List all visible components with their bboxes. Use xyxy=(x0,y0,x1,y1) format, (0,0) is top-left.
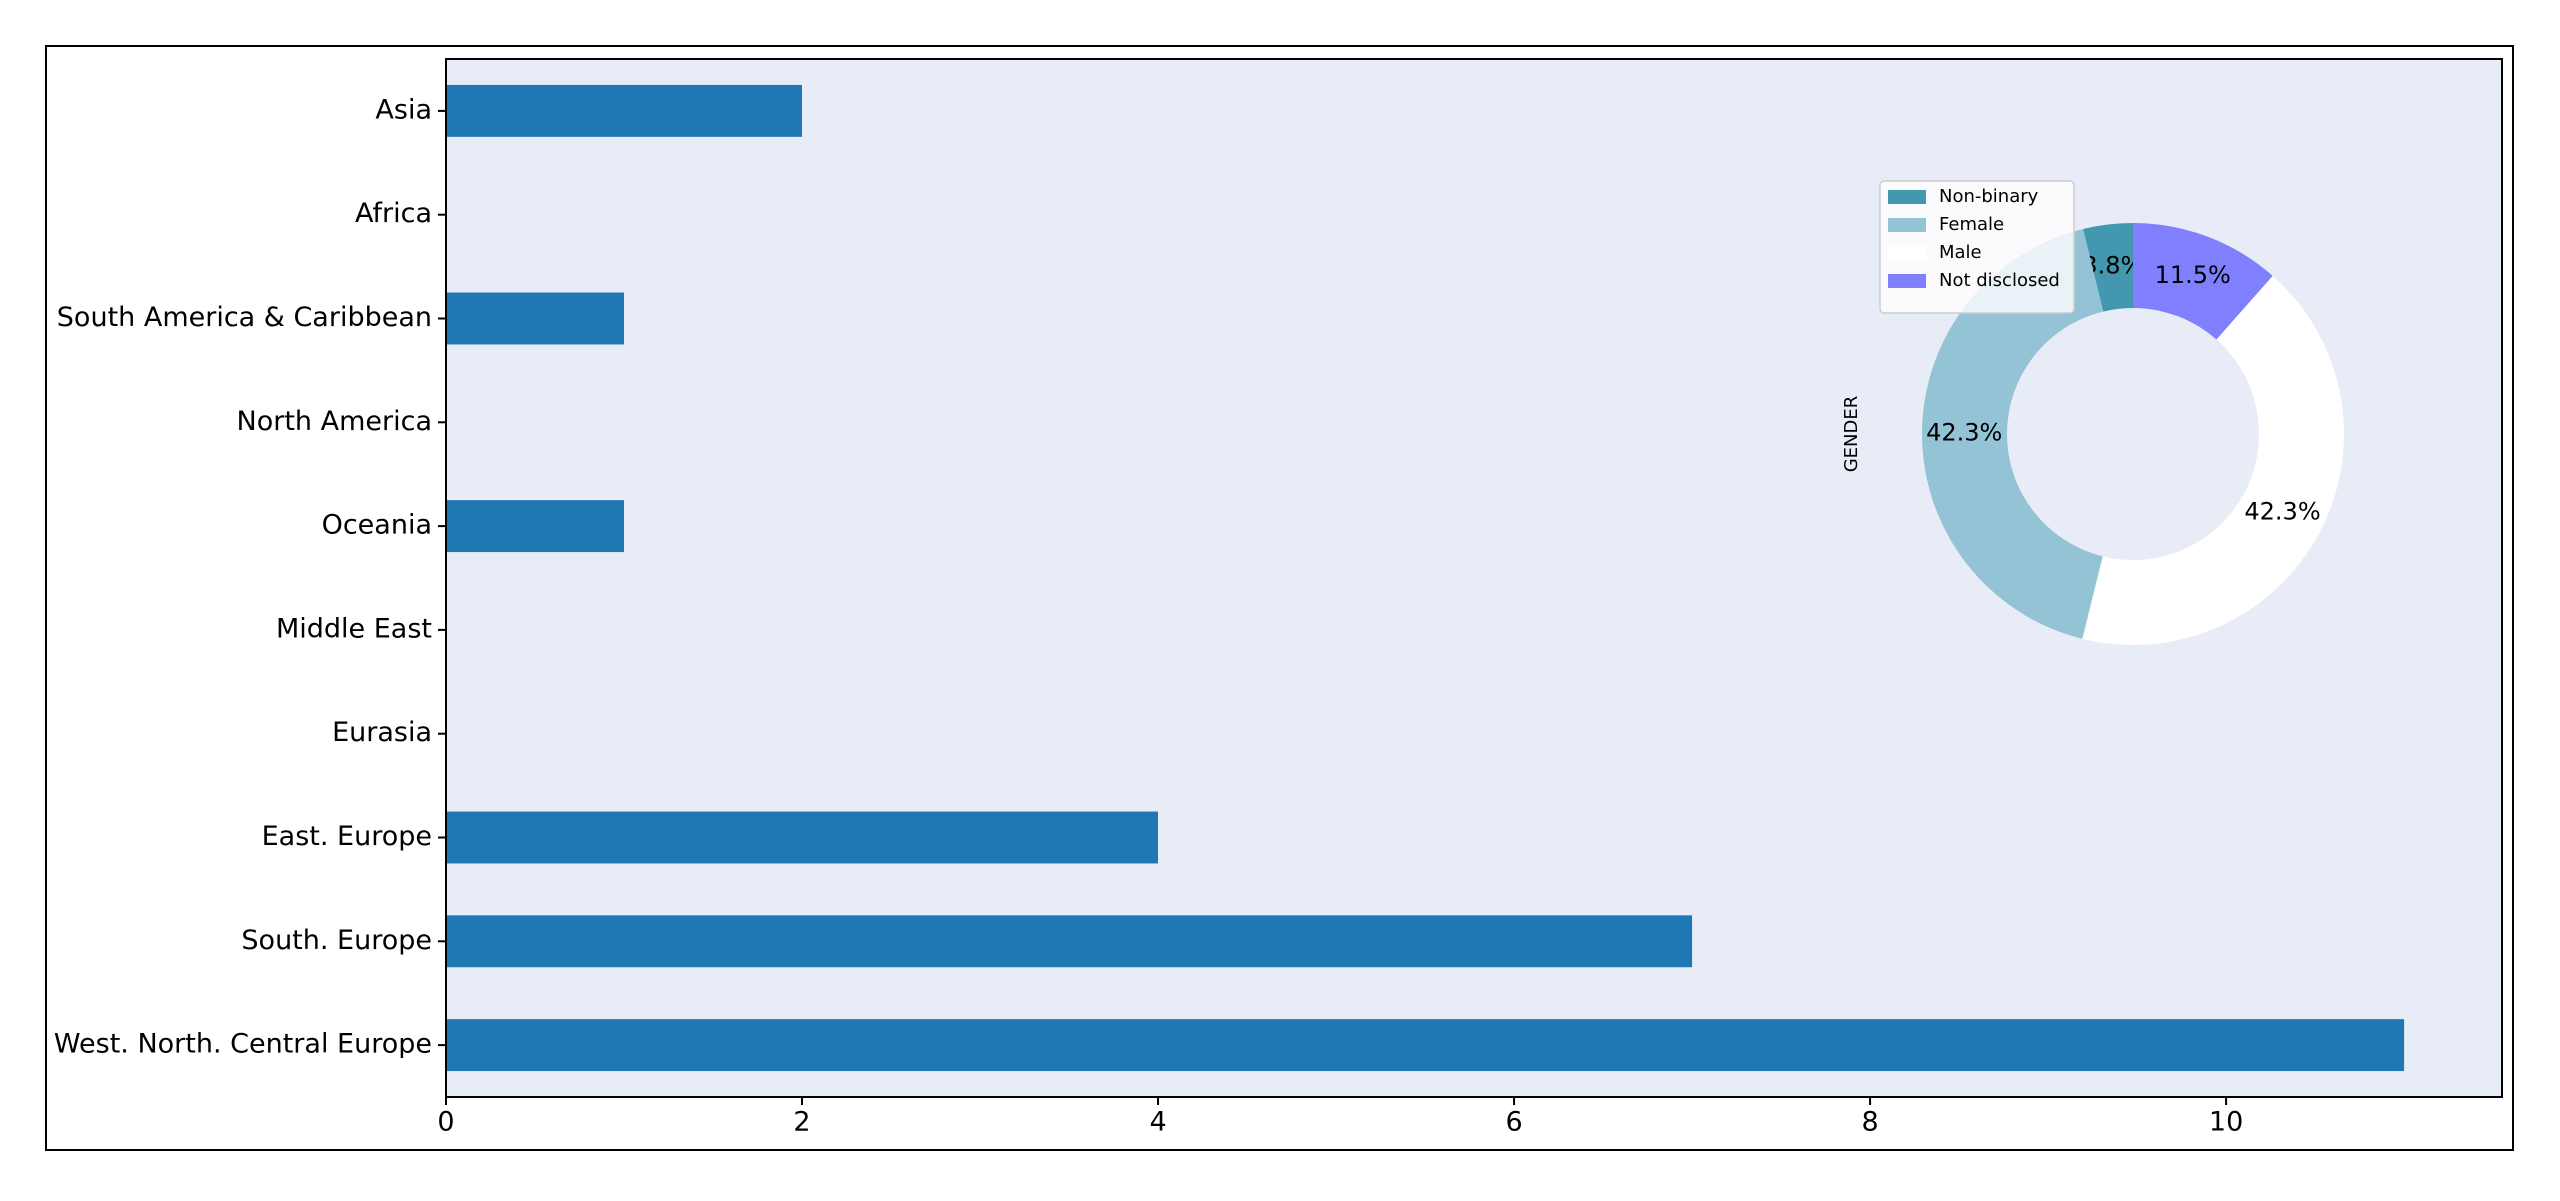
legend-box xyxy=(1879,180,2075,314)
y-tick-label: Africa xyxy=(355,198,432,229)
legend-swatch xyxy=(1888,218,1926,232)
legend-label: Not disclosed xyxy=(1939,270,2060,291)
legend-label: Non-binary xyxy=(1939,186,2039,207)
y-tick-label: South America & Caribbean xyxy=(57,302,432,333)
x-tick-label: 8 xyxy=(1861,1107,1878,1138)
legend-label: Male xyxy=(1939,242,1982,263)
legend-swatch xyxy=(1888,246,1926,260)
bar xyxy=(446,1019,2405,1072)
plot-frame xyxy=(445,58,2503,1098)
y-tick-label: North America xyxy=(237,406,432,437)
y-tick-label: Eurasia xyxy=(332,717,432,748)
bar xyxy=(446,811,1159,864)
pie-wedge xyxy=(2082,275,2344,646)
y-tick-label: Oceania xyxy=(322,510,432,541)
pie-wedge xyxy=(2083,223,2133,312)
x-tick-label: 6 xyxy=(1505,1107,1522,1138)
y-tick-label: Asia xyxy=(375,94,432,125)
y-tick-label: West. North. Central Europe xyxy=(54,1029,432,1060)
y-tick-label: East. Europe xyxy=(262,821,432,852)
x-tick-label: 10 xyxy=(2209,1107,2243,1138)
legend-swatch xyxy=(1888,274,1926,288)
x-tick-label: 4 xyxy=(1149,1107,1166,1138)
bar xyxy=(446,915,1693,968)
y-tick-label: South. Europe xyxy=(241,925,432,956)
legend-swatch xyxy=(1888,190,1926,204)
pie-label: 11.5% xyxy=(2155,261,2231,289)
y-tick-label: Middle East xyxy=(276,613,432,644)
x-tick-label: 0 xyxy=(437,1107,454,1138)
legend-label: Female xyxy=(1939,214,2004,235)
plot-layer: 3.8%42.3%42.3%11.5%GENDERNon-binaryFemal… xyxy=(446,84,2405,1072)
bar xyxy=(446,84,803,137)
bar xyxy=(446,292,625,345)
bar xyxy=(446,500,625,553)
pie-ylabel: GENDER xyxy=(1841,396,1862,473)
x-tick-label: 2 xyxy=(793,1107,810,1138)
pie-wedge xyxy=(1921,228,2104,639)
pie-label: 42.3% xyxy=(1926,419,2002,447)
pie-label: 42.3% xyxy=(2244,497,2320,525)
pie-wedge xyxy=(2133,223,2273,340)
